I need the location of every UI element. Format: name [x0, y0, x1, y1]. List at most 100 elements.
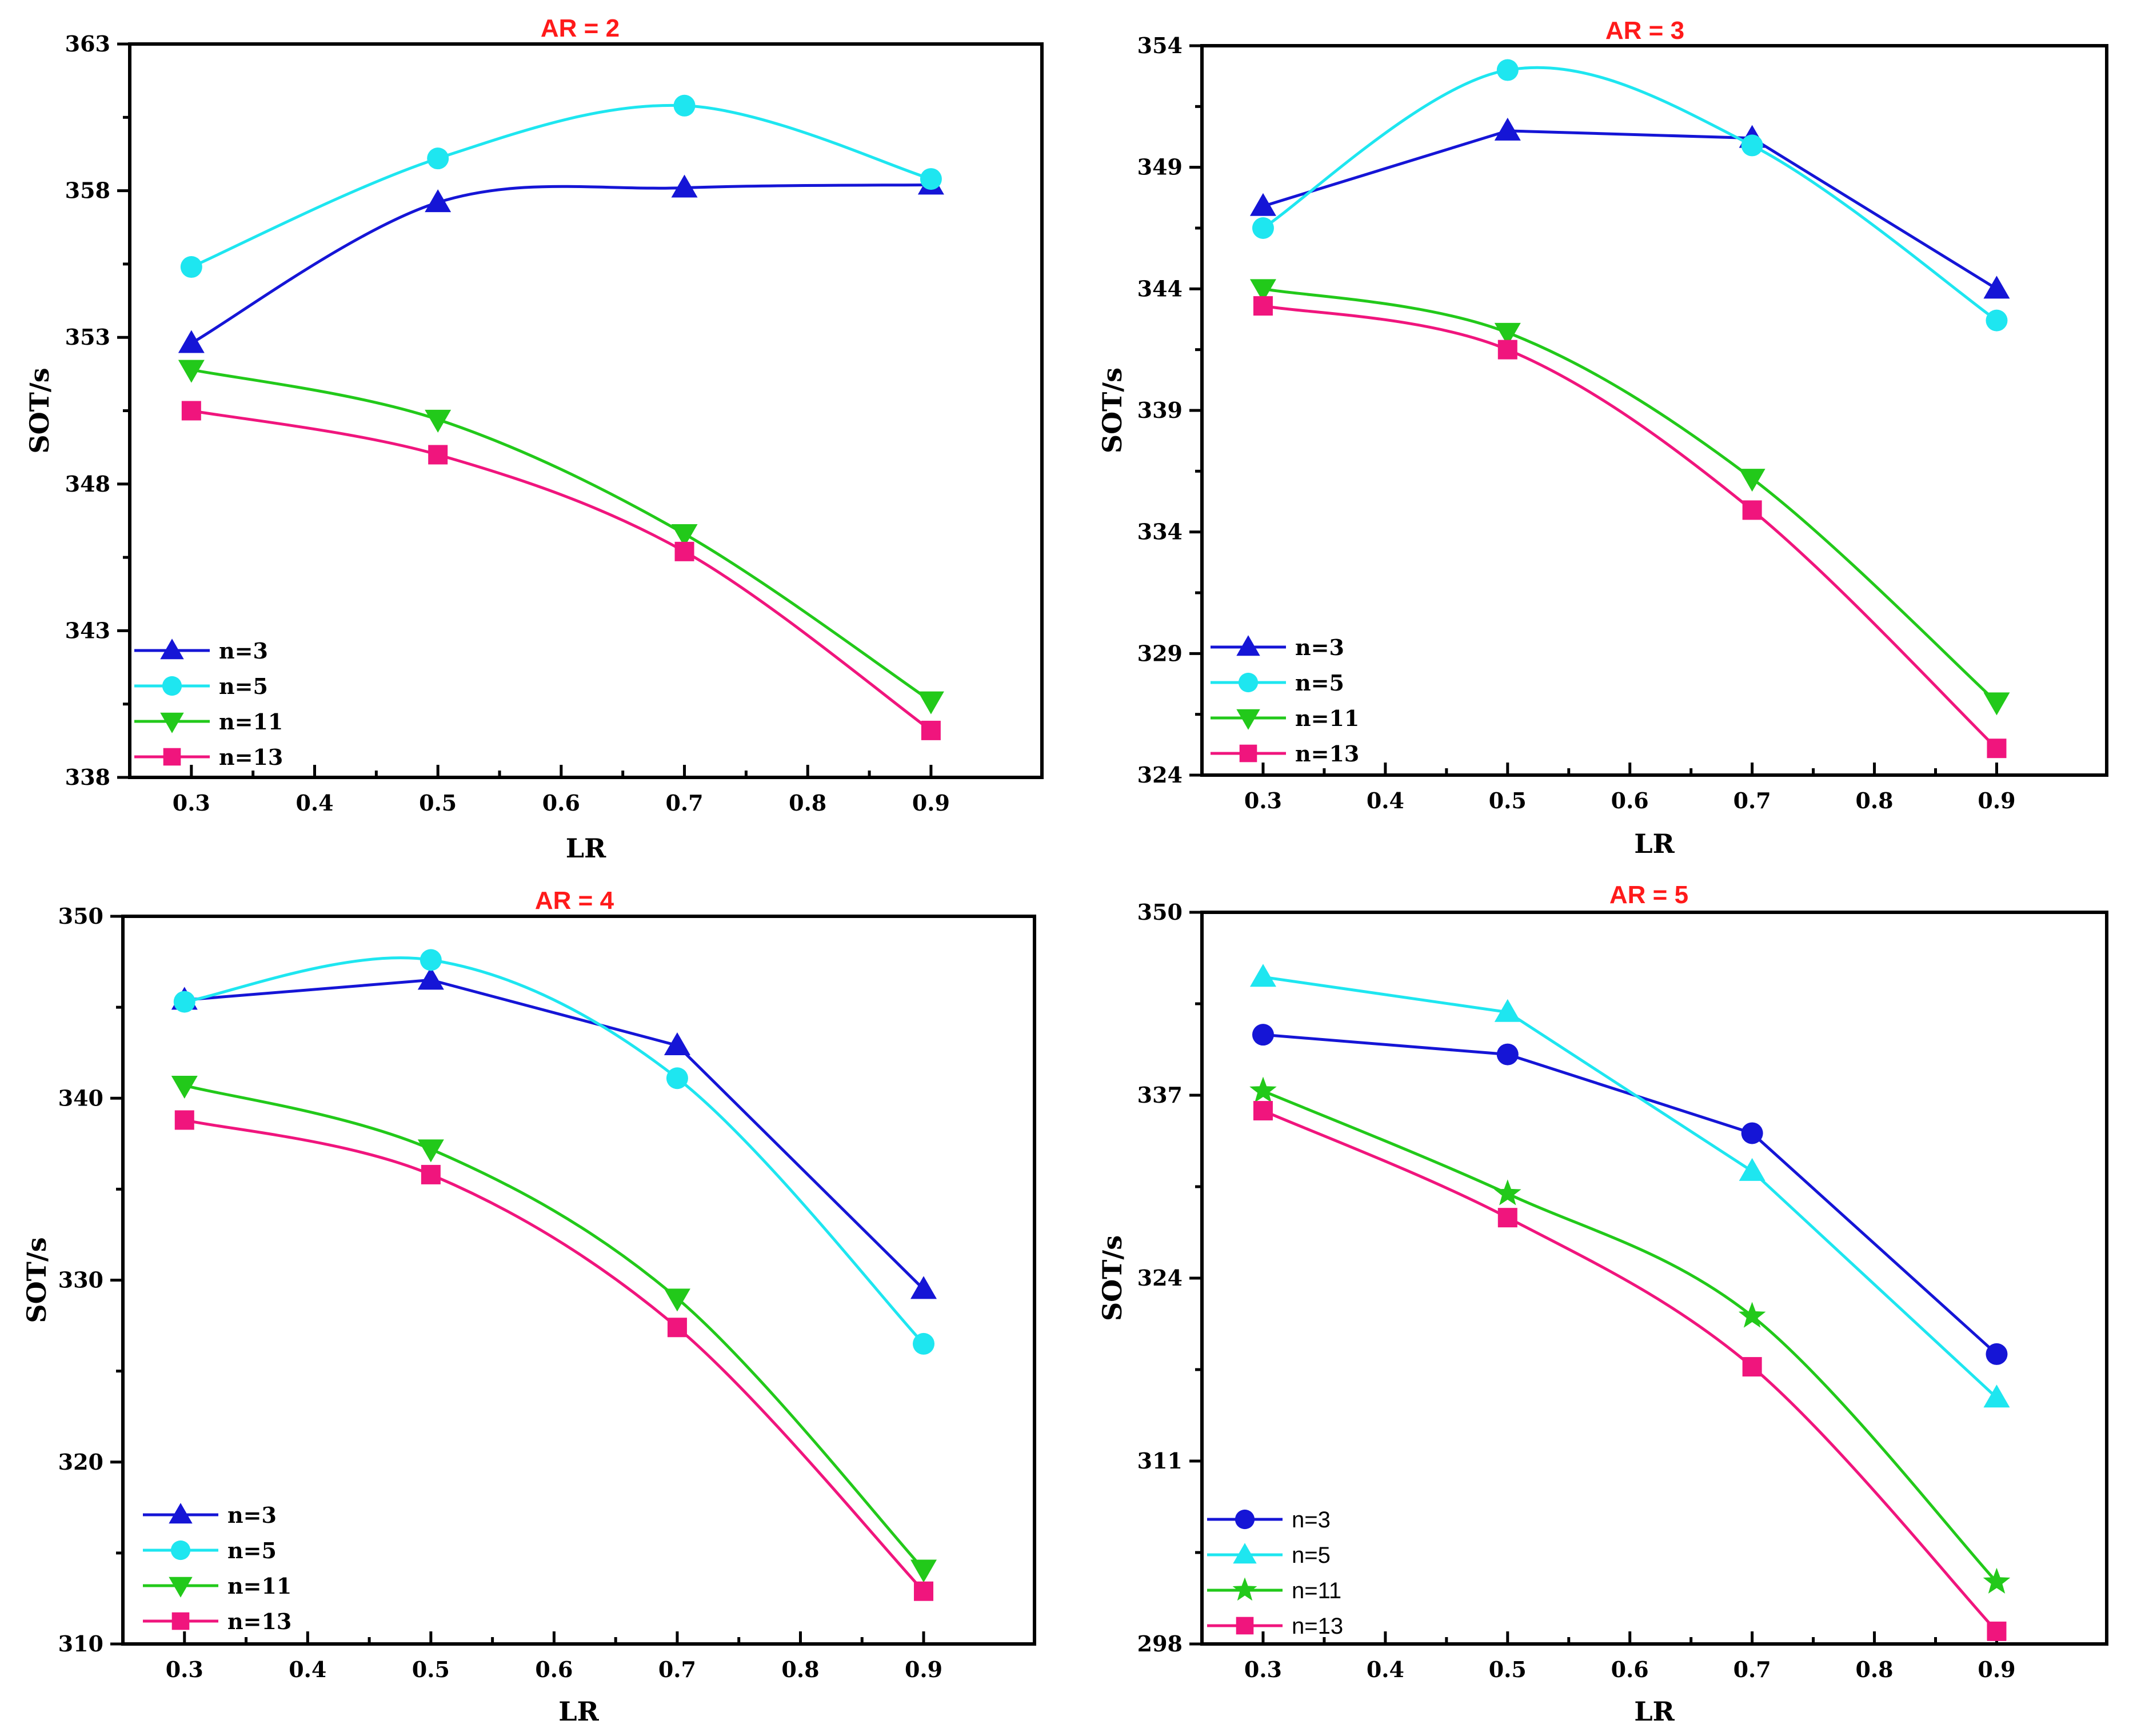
legend-marker	[160, 712, 184, 733]
x-axis-label: LR	[1634, 1696, 1675, 1727]
data-point	[1253, 296, 1273, 316]
x-tick-label: 0.9	[912, 790, 950, 816]
legend-marker	[169, 1503, 193, 1524]
series-line	[1262, 1109, 1998, 1633]
data-point	[1738, 1302, 1766, 1328]
y-tick-label: 343	[65, 617, 110, 643]
legend-marker	[169, 1577, 193, 1598]
legend-label: n=13	[1295, 741, 1359, 767]
data-point	[921, 720, 941, 740]
data-point	[674, 541, 694, 561]
y-tick-label: 350	[1137, 899, 1183, 925]
series-line	[190, 103, 932, 269]
legend-marker	[1238, 672, 1259, 693]
x-tick-label: 0.6	[1611, 1657, 1649, 1682]
series-line	[184, 978, 925, 1291]
y-tick-label: 337	[1137, 1082, 1183, 1108]
data-point	[420, 949, 442, 971]
data-point	[671, 524, 698, 548]
data-point	[666, 1067, 688, 1090]
x-axis-label: LR	[1634, 828, 1675, 859]
data-point	[417, 1139, 444, 1163]
data-point	[427, 147, 449, 170]
series-n-3	[178, 171, 944, 353]
series-line	[184, 956, 925, 1345]
data-point	[664, 1288, 690, 1312]
data-point	[428, 445, 448, 465]
x-tick-label: 0.3	[1244, 1657, 1282, 1682]
data-point	[1739, 1158, 1765, 1181]
x-tick-label: 0.8	[1855, 788, 1893, 813]
legend-marker	[171, 1612, 190, 1630]
y-tick-label: 329	[1137, 640, 1183, 666]
data-point	[1986, 309, 2008, 332]
series-line	[1263, 975, 1998, 1399]
series-line	[1263, 304, 1998, 750]
data-point	[913, 1332, 935, 1355]
data-point	[1253, 1101, 1273, 1121]
x-axis-label: LR	[558, 1696, 599, 1727]
series-line	[184, 1084, 925, 1571]
data-point	[1494, 322, 1521, 346]
data-point	[914, 1581, 934, 1601]
series-n-11	[1249, 1076, 2011, 1594]
data-point	[173, 991, 195, 1013]
chart-ar-4: 0.3 0.4 0.5 0.6 0.7 0.8 0.9 310 320 330 340 350 AR =…	[21, 887, 1036, 1727]
data-point	[421, 1164, 441, 1184]
legend: n=3 n=5 n=11 n=13	[134, 638, 283, 770]
series-n-3	[1249, 117, 2010, 299]
data-point	[1987, 739, 2007, 759]
data-point	[671, 174, 698, 198]
legend-label: n=11	[227, 1573, 291, 1599]
data-point	[1983, 1384, 2010, 1408]
x-tick-label: 0.8	[1855, 1657, 1893, 1682]
y-tick-label: 324	[1137, 1265, 1183, 1291]
x-tick-label: 0.7	[665, 790, 703, 816]
x-tick-label: 0.4	[289, 1657, 326, 1682]
legend-label: n=11	[1292, 1578, 1341, 1603]
legend-label: n=5	[219, 673, 268, 699]
x-tick-label: 0.5	[1489, 788, 1527, 813]
data-point	[1983, 692, 2010, 716]
legend-label: n=13	[1292, 1614, 1343, 1639]
y-tick-label: 339	[1137, 397, 1183, 423]
data-point	[673, 94, 696, 117]
data-point	[1249, 279, 1276, 302]
legend-label: n=3	[1295, 634, 1344, 660]
x-tick-label: 0.7	[658, 1657, 696, 1682]
data-point	[910, 1559, 937, 1583]
legend-marker	[163, 748, 181, 766]
data-point	[1496, 59, 1519, 81]
data-point	[1741, 134, 1763, 157]
data-point	[1987, 1621, 2007, 1641]
data-point	[1983, 276, 2010, 299]
data-point	[910, 1276, 937, 1299]
legend-label: n=5	[1292, 1543, 1331, 1568]
legend: n=3 n=5 n=11 n=13	[1211, 634, 1359, 767]
series-n-13	[174, 1110, 934, 1601]
legend-label: n=5	[227, 1538, 277, 1563]
y-tick-label: 350	[58, 903, 103, 929]
y-tick-label: 310	[58, 1631, 103, 1657]
data-point	[181, 401, 201, 421]
series-n-5	[1249, 964, 2010, 1408]
chart-title: AR = 5	[1609, 881, 1688, 909]
legend-marker	[170, 1540, 191, 1561]
series-n-11	[171, 1075, 937, 1583]
legend-marker	[1236, 1617, 1254, 1635]
plot-frame	[128, 42, 1044, 779]
series-line	[191, 409, 932, 732]
y-tick-label: 358	[65, 178, 110, 203]
x-tick-label: 0.5	[419, 790, 457, 816]
legend-label: n=11	[219, 709, 283, 735]
chart-ar-2: 0.3 0.4 0.5 0.6 0.7 0.8 0.9 338 343 348 353 358 363 A…	[24, 14, 1044, 864]
y-tick-label: 334	[1137, 519, 1183, 545]
series-line	[1263, 129, 1998, 290]
data-point	[178, 360, 205, 383]
data-point	[1494, 999, 1521, 1022]
data-point	[1252, 1024, 1274, 1046]
series-n-13	[1253, 1101, 2007, 1641]
legend-marker	[160, 638, 184, 660]
chart-title: AR = 4	[535, 887, 614, 915]
